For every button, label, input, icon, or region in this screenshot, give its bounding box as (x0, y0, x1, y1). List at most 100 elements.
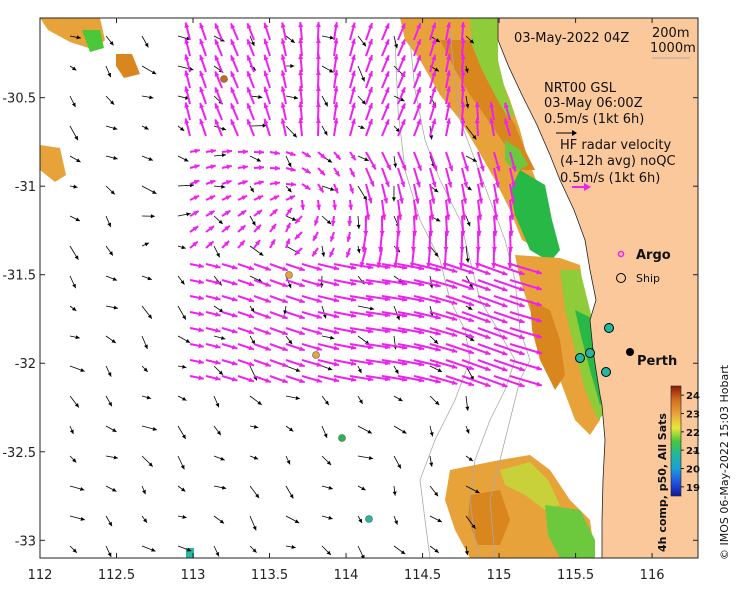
radar-arrow-head (518, 382, 525, 388)
radar-arrow-head (330, 235, 335, 242)
radar-arrow-head (484, 382, 491, 387)
radar-arrow-head (462, 198, 468, 204)
model-time: 03-May 06:00Z (544, 96, 643, 111)
model-arrow-head (73, 184, 78, 189)
model-arrow-head (361, 100, 366, 105)
radar-arrow-head (501, 350, 508, 356)
radar-arrow (461, 295, 491, 308)
model-arrow-head (434, 252, 439, 257)
model-arrow-head (326, 460, 332, 466)
radar-arrow-head (333, 102, 339, 108)
radar-arrow-head (265, 266, 271, 271)
radar-arrow-head (463, 181, 469, 188)
model-arrow-head (108, 521, 113, 527)
model-arrow-head (466, 221, 471, 227)
radar-label: HF radar velocity (560, 138, 672, 153)
model-arrow-head (80, 516, 85, 521)
model-arrow-head (329, 35, 335, 40)
radar-arrow-head (248, 265, 254, 271)
model-arrow-head (394, 369, 399, 374)
model-arrow-head (287, 162, 292, 168)
radar-arrow-head (368, 119, 373, 125)
radar-arrow-head (418, 297, 424, 303)
radar-arrow-head (446, 86, 451, 92)
model-arrow-head (113, 305, 118, 310)
radar-arrow-head (429, 214, 435, 220)
radar-arrow-head (239, 240, 245, 246)
model-arrow-head (434, 548, 439, 553)
model-arrow-head (72, 458, 77, 463)
radar-arrow-head (298, 54, 304, 60)
x-tick-label: 112.5 (98, 568, 135, 583)
radar-arrow-head (431, 181, 437, 188)
radar-arrow-head (215, 279, 221, 285)
radar-arrow-head (333, 377, 340, 383)
radar-arrow-head (504, 118, 509, 125)
radar-arrow-head (416, 55, 421, 61)
radar-arrow-head (184, 22, 190, 28)
radar-arrow (509, 327, 543, 339)
radar-arrow-head (474, 118, 480, 124)
model-arrow-head (435, 217, 441, 222)
model-arrow-head (395, 127, 400, 133)
radar-arrow-head (194, 148, 200, 154)
model-arrow-head (251, 221, 256, 226)
model-arrow-head (107, 552, 112, 557)
radar-arrow-head (536, 269, 542, 275)
radar-arrow-head (435, 378, 441, 384)
sst-colorbar (670, 385, 682, 497)
radar-arrow-head (431, 102, 437, 109)
radar-arrow-head (215, 263, 221, 269)
ship-marker (601, 367, 611, 377)
radar-arrow-head (367, 280, 374, 286)
model-arrow-head (258, 251, 264, 256)
radar-arrow-head (393, 262, 399, 268)
model-arrow-head (112, 277, 118, 281)
radar-arrow-head (446, 118, 451, 124)
radar-arrow-head (199, 118, 205, 125)
radar-arrow (509, 375, 543, 387)
radar-arrow-head (208, 210, 215, 216)
radar-arrow-head (400, 71, 406, 77)
model-arrow-head (293, 95, 299, 100)
radar-arrow-head (231, 328, 238, 334)
radar-arrow-head (350, 54, 356, 61)
radar-arrow-head (460, 86, 466, 92)
radar-arrow-head (294, 249, 301, 256)
model-arrow-head (111, 339, 116, 344)
colorbar-tick-label: 24 (686, 391, 700, 402)
colorbar-tick-label: 19 (686, 483, 700, 494)
model-arrow-head (71, 66, 77, 71)
radar-arrow-head (240, 225, 246, 231)
y-tick-label: -33 (15, 534, 36, 549)
radar-scale-arrow (572, 183, 591, 191)
model-arrow-head (326, 219, 332, 225)
radar-arrow-head (333, 187, 339, 194)
ship-marker (585, 348, 595, 358)
model-arrow-head (361, 486, 366, 491)
radar-arrow-head (401, 328, 408, 334)
model-arrow-head (327, 158, 333, 163)
radar-arrow-head (386, 164, 391, 171)
radar-arrow-head (316, 346, 322, 351)
radar-arrow-head (484, 270, 491, 275)
model-arrow-head (250, 187, 254, 193)
radar-arrow-head (199, 102, 205, 109)
radar-arrow-head (333, 297, 340, 303)
radar-arrow-head (536, 333, 542, 339)
radar-arrow (461, 359, 491, 372)
radar-arrow-head (316, 282, 322, 287)
radar-arrow-head (304, 184, 311, 190)
radar-arrow-head (282, 314, 288, 320)
model-arrow-head (324, 400, 329, 406)
model-arrow-head (219, 519, 225, 524)
radar-arrow-head (248, 377, 254, 383)
radar-arrow-head (461, 214, 467, 220)
model-arrow-head (437, 368, 443, 372)
radar-arrow-head (242, 164, 248, 170)
model-arrow-head (295, 368, 301, 372)
radar-arrow (509, 311, 543, 323)
radar-arrow (509, 295, 543, 307)
radar-scale: 0.5m/s (1kt 6h) (560, 171, 660, 186)
radar-arrow-head (230, 119, 236, 125)
